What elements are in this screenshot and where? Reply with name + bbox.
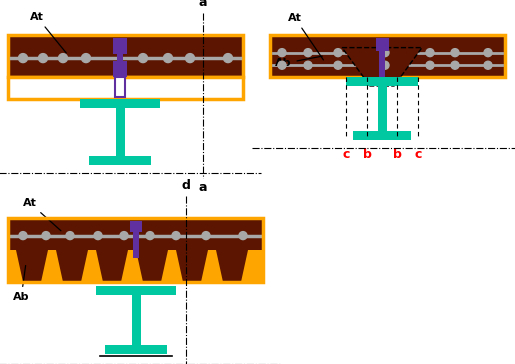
Circle shape (484, 49, 492, 57)
Bar (375, 38, 388, 51)
Bar (80, 99, 160, 108)
Circle shape (94, 232, 102, 240)
Bar (8, 218, 263, 282)
Text: b: b (392, 148, 401, 161)
Bar (133, 232, 139, 258)
Polygon shape (176, 250, 208, 282)
Bar (8, 218, 263, 250)
Bar (115, 108, 125, 156)
Bar (89, 156, 151, 165)
Circle shape (146, 232, 154, 240)
Circle shape (39, 54, 47, 63)
Polygon shape (56, 250, 88, 282)
Text: At: At (30, 12, 66, 53)
Circle shape (81, 54, 91, 63)
Text: Ab: Ab (13, 266, 29, 302)
Text: At: At (23, 198, 61, 231)
Polygon shape (16, 250, 48, 282)
Circle shape (19, 232, 27, 240)
Circle shape (451, 61, 459, 69)
Polygon shape (96, 250, 128, 282)
Bar (270, 35, 505, 77)
Circle shape (278, 61, 286, 69)
Circle shape (451, 49, 459, 57)
Circle shape (139, 54, 147, 63)
Circle shape (120, 232, 128, 240)
Text: c: c (342, 148, 350, 161)
Polygon shape (342, 48, 422, 86)
Bar (377, 86, 386, 131)
Circle shape (66, 232, 74, 240)
Bar (115, 77, 125, 97)
Bar (346, 77, 418, 86)
Bar (379, 51, 385, 77)
Text: a: a (199, 181, 207, 194)
Text: a: a (199, 0, 207, 9)
Polygon shape (216, 250, 248, 282)
Circle shape (224, 54, 232, 63)
Circle shape (278, 49, 286, 57)
Bar (131, 295, 141, 345)
Bar (113, 38, 127, 54)
Circle shape (426, 61, 434, 69)
Circle shape (334, 49, 342, 57)
Circle shape (42, 232, 50, 240)
Bar (105, 345, 167, 354)
Text: At: At (288, 13, 323, 60)
Circle shape (59, 54, 67, 63)
Circle shape (484, 61, 492, 69)
Text: Ab: Ab (275, 56, 322, 68)
Bar (8, 77, 243, 99)
Polygon shape (136, 250, 168, 282)
Bar (96, 286, 176, 295)
Bar (117, 54, 123, 80)
Circle shape (381, 49, 389, 57)
Circle shape (185, 54, 195, 63)
Bar (8, 35, 243, 77)
Circle shape (172, 232, 180, 240)
Circle shape (239, 232, 247, 240)
Bar (8, 218, 263, 282)
Circle shape (163, 54, 173, 63)
Text: b: b (363, 148, 371, 161)
Circle shape (19, 54, 27, 63)
Circle shape (334, 61, 342, 69)
Circle shape (202, 232, 210, 240)
Bar (353, 131, 411, 140)
Circle shape (304, 61, 312, 69)
Circle shape (381, 61, 389, 69)
Text: c: c (414, 148, 422, 161)
Circle shape (426, 49, 434, 57)
Circle shape (304, 49, 312, 57)
Bar (130, 221, 142, 232)
Bar (113, 61, 127, 77)
Text: d: d (182, 179, 191, 192)
